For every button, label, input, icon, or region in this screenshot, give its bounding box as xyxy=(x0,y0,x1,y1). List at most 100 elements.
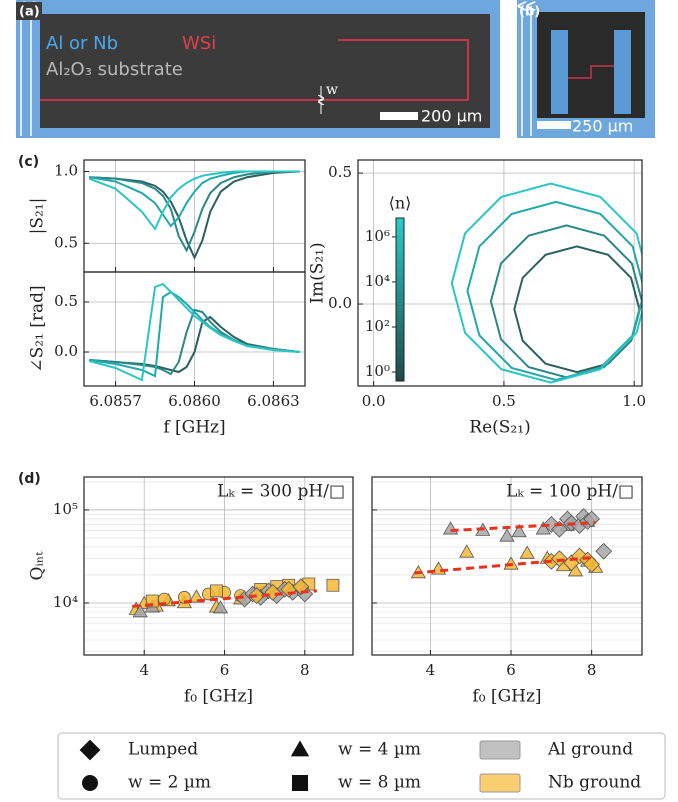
x-tick-label: 6.0857 xyxy=(89,392,142,410)
fit-line xyxy=(414,555,596,575)
legend-label: w = 4 µm xyxy=(338,740,421,760)
x-axis-label: Re(S₂₁) xyxy=(469,418,530,438)
y-tick-label: 0.0 xyxy=(54,342,78,360)
panel-label: (a) xyxy=(19,5,40,20)
y-tick-label: 0.5 xyxy=(54,233,78,251)
axes-frame xyxy=(371,476,643,656)
plot-area xyxy=(88,170,300,261)
y-tick-label: 0.0 xyxy=(328,294,352,312)
y-axis-label: Qᵢₙₜ xyxy=(28,551,48,581)
y-axis-label: ∠S₂₁ [rad] xyxy=(28,285,48,372)
legend-marker xyxy=(82,775,98,791)
plot-area xyxy=(450,182,642,384)
chart: 0.0 0.5 1.0 0.0 0.5 Re(S₂₁) Im(S₂₁) 10⁰ 10² 10⁴ 10… xyxy=(308,159,646,438)
data-point xyxy=(210,584,223,598)
chart: 6.0857 6.0860 6.0863 0.0 0.5 f [GHz] ∠S₂₁ [rad… xyxy=(28,271,306,438)
x-axis-label: f₀ [GHz] xyxy=(472,687,541,707)
y-tick-label: 0.5 xyxy=(54,292,78,310)
y-tick-label: 10⁴ xyxy=(53,593,78,611)
y-tick-label: 0.5 xyxy=(328,163,352,181)
series-line xyxy=(450,182,642,384)
legend-text: Al₂O₃ substrate xyxy=(46,59,183,80)
panel-b: (b) 250 µm xyxy=(517,0,655,138)
y-tick-label: 1.0 xyxy=(54,161,78,179)
legend-label: Al ground xyxy=(547,740,633,760)
data-point xyxy=(583,556,600,573)
legend-patch xyxy=(479,773,521,793)
plot-area xyxy=(128,577,340,618)
capacitor-pad xyxy=(551,30,568,114)
axes-frame xyxy=(83,476,354,656)
x-tick-label: 6.0863 xyxy=(247,392,300,410)
legend-text: WSi xyxy=(182,33,216,54)
series-line xyxy=(489,224,642,379)
colorbar-tick-label: 10² xyxy=(365,317,390,335)
x-tick-label: 4 xyxy=(139,661,149,679)
data-point xyxy=(132,603,148,618)
colorbar-tick-label: 10⁴ xyxy=(365,272,390,290)
data-point xyxy=(264,584,282,601)
chart-title: Lₖ = 100 pH/□ xyxy=(506,482,634,502)
substrate xyxy=(40,14,490,128)
data-point xyxy=(519,545,535,559)
colorbar-tick-label: 10⁰ xyxy=(365,362,390,380)
wsi-wire xyxy=(568,65,614,79)
data-point xyxy=(499,528,515,542)
series-line xyxy=(89,170,300,261)
wsi-wire xyxy=(40,39,469,101)
x-tick-label: 0.0 xyxy=(362,392,386,410)
panel-a: (a) Al or Nb WSi Al₂O₃ substrate w 200 µ… xyxy=(16,0,500,138)
chart-title: Lₖ = 300 pH/□ xyxy=(217,482,345,502)
x-tick-label: 6 xyxy=(506,661,516,679)
x-tick-label: 6 xyxy=(220,661,230,679)
fit-line xyxy=(132,589,317,608)
legend-label: w = 2 µm xyxy=(128,773,211,793)
x-tick-label: 8 xyxy=(300,661,310,679)
series-line xyxy=(88,170,300,231)
x-tick-label: 1.0 xyxy=(622,392,646,410)
width-label: w xyxy=(326,82,338,98)
legend-marker xyxy=(292,775,308,791)
panel-label: (c) xyxy=(18,154,39,170)
series-line xyxy=(513,245,641,374)
label-bg xyxy=(16,2,42,20)
legend-marker xyxy=(290,740,310,757)
axes-frame xyxy=(83,271,306,387)
legend-label: w = 8 µm xyxy=(338,773,421,793)
legend-label: Lumped xyxy=(128,740,198,760)
chart: 4 6 8 10⁴ 10⁵ (d) Lₖ = 300 pH/□ f₀ [GHz] Qᵢₙₜ xyxy=(18,471,354,707)
x-tick-label: 0.5 xyxy=(492,392,516,410)
data-point xyxy=(551,550,568,567)
axes-frame xyxy=(357,159,643,387)
y-axis-label: |S₂₁| xyxy=(28,198,48,235)
fit-line xyxy=(450,521,596,533)
scale-label: 200 µm xyxy=(421,107,482,126)
scale-bar xyxy=(380,112,418,120)
data-point xyxy=(442,521,459,535)
scale-label: 250 µm xyxy=(572,117,633,136)
data-point xyxy=(212,600,229,614)
data-point xyxy=(188,589,205,603)
legend-label: Nb ground xyxy=(548,773,641,793)
x-axis-label: f₀ [GHz] xyxy=(184,687,253,707)
chart: 0.5 1.0 (c) |S₂₁| xyxy=(18,154,306,273)
chart: 4 6 8 Lₖ = 100 pH/□ f₀ [GHz] xyxy=(371,476,643,707)
panel-label: (d) xyxy=(18,471,41,487)
data-point xyxy=(583,510,600,528)
data-point xyxy=(511,523,527,538)
capacitor-pad xyxy=(614,30,631,114)
scale-bar xyxy=(537,121,571,129)
panel-label: (b) xyxy=(519,5,540,20)
plot-area xyxy=(89,282,300,382)
colorbar-tick-label: 10⁶ xyxy=(365,227,390,245)
x-tick-label: 4 xyxy=(426,661,436,679)
colorbar-label: ⟨n⟩ xyxy=(389,194,412,213)
plot-area xyxy=(410,508,613,579)
legend-text: Al or Nb xyxy=(46,33,118,54)
data-point xyxy=(595,542,613,560)
y-axis-label: Im(S₂₁) xyxy=(308,242,328,303)
x-tick-label: 6.0860 xyxy=(168,392,221,410)
data-point xyxy=(459,544,475,558)
x-tick-label: 8 xyxy=(587,661,597,679)
